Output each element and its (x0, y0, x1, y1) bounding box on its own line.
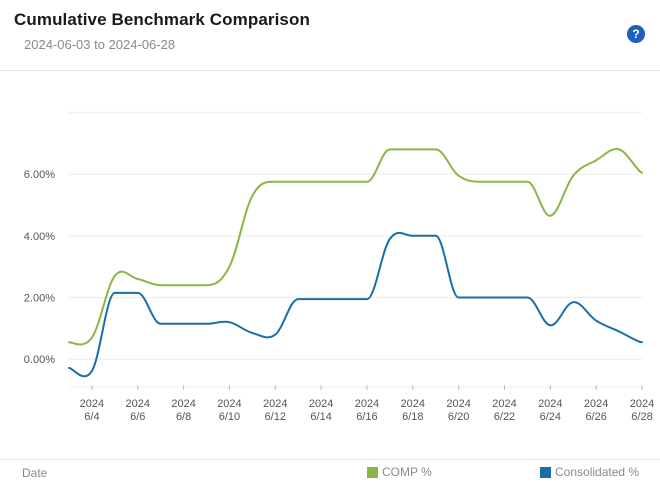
x-tick-year: 2024 (630, 398, 654, 410)
chart-title: Cumulative Benchmark Comparison (14, 10, 310, 29)
y-tick-label: 4.00% (24, 231, 55, 243)
x-tick-year: 2024 (126, 398, 150, 410)
grid-lines (69, 111, 642, 388)
y-tick-label: 6.00% (24, 169, 55, 181)
x-tick-date: 6/24 (540, 411, 561, 423)
legend-swatch-consolidated (540, 466, 551, 478)
x-axis-label: Date (22, 466, 48, 480)
x-tick-date: 6/6 (130, 411, 145, 423)
line-chart: 0.00%2.00%4.00%6.00% 20246/420246/620246… (24, 111, 654, 423)
y-axis-ticks: 0.00% 2.00% 4.00% 6.00% (24, 169, 55, 366)
x-tick-year: 2024 (401, 398, 425, 410)
x-tick-year: 2024 (80, 398, 104, 410)
x-tick-date: 6/20 (448, 411, 469, 423)
x-tick-date: 6/8 (176, 411, 191, 423)
x-tick-date: 6/10 (219, 411, 240, 423)
y-tick-label: 2.00% (24, 293, 55, 305)
x-tick-year: 2024 (584, 398, 608, 410)
legend-label-consolidated: Consolidated % (555, 465, 640, 479)
x-tick-year: 2024 (171, 398, 195, 410)
series-line-consolidated[interactable] (68, 231, 643, 378)
question-icon[interactable]: ? (627, 25, 645, 43)
x-axis-ticks: 20246/420246/620246/820246/1020246/12202… (80, 385, 654, 423)
x-tick-year: 2024 (355, 398, 379, 410)
x-tick-date: 6/12 (265, 411, 286, 423)
x-tick-date: 6/14 (310, 411, 331, 423)
x-tick-year: 2024 (217, 398, 241, 410)
footer-divider (0, 459, 660, 460)
x-tick-date: 6/22 (494, 411, 515, 423)
x-tick-date: 6/26 (585, 411, 606, 423)
x-tick-year: 2024 (263, 398, 287, 410)
date-range-label: 2024-06-03 to 2024-06-28 (24, 37, 176, 52)
x-tick-date: 6/18 (402, 411, 423, 423)
series-lines (68, 148, 643, 378)
legend-swatch-comp (367, 466, 378, 478)
x-tick-year: 2024 (538, 398, 562, 410)
y-tick-label: 0.00% (24, 354, 55, 366)
legend-item-comp[interactable]: COMP % (367, 465, 432, 479)
x-tick-date: 6/4 (84, 411, 99, 423)
x-tick-year: 2024 (492, 398, 516, 410)
x-tick-date: 6/16 (356, 411, 377, 423)
header-divider (0, 70, 660, 71)
x-tick-year: 2024 (309, 398, 333, 410)
series-line-comp[interactable] (68, 148, 643, 346)
x-tick-date: 6/28 (631, 411, 652, 423)
legend-label-comp: COMP % (382, 465, 432, 479)
legend-item-consolidated[interactable]: Consolidated % (540, 465, 639, 479)
x-tick-year: 2024 (446, 398, 470, 410)
